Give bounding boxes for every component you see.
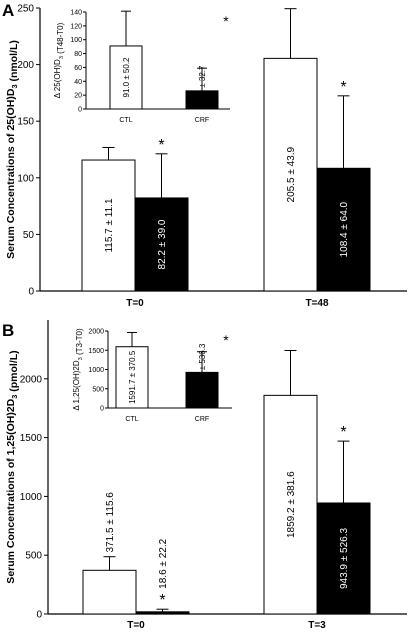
- main0-y-tick-label: 150: [17, 117, 34, 128]
- main0-y-tick-label: 100: [17, 173, 34, 184]
- main0-y-axis-label: Serum Concentrations of 25(OH)D3 (nmol/L…: [5, 40, 20, 259]
- inset1-y-tick-label: 0: [100, 406, 104, 413]
- main0-value-label: 108.4 ± 64.0: [339, 201, 350, 257]
- main1-x-category-label: T=0: [127, 620, 145, 631]
- inset0-value-label: 26.2 ± 32.7: [198, 65, 207, 106]
- inset1-significance-mark: *: [223, 332, 229, 348]
- inset0-y-tick-label: 140: [70, 10, 82, 17]
- main1-bar: [316, 502, 371, 615]
- main0-bar: [316, 167, 371, 292]
- main0-value-label: 115.7 ± 11.1: [104, 198, 115, 252]
- main1-bar: [263, 394, 318, 615]
- inset1-bar: [185, 371, 219, 409]
- inset1-y-tick-label: 1000: [88, 367, 104, 374]
- inset0-y-tick-label: 20: [74, 93, 82, 100]
- main1-y-tick-label: 2000: [20, 374, 43, 385]
- main0-y-tick-label: 200: [17, 60, 34, 71]
- inset0-y-tick-label: 100: [70, 37, 82, 44]
- main1-y-tick-label: 1500: [20, 433, 43, 444]
- panel-letter-b: B: [2, 321, 14, 340]
- inset1-bar: [115, 346, 149, 409]
- inset1-y-tick-label: 1500: [88, 348, 104, 355]
- main0-value-label: 205.5 ± 43.9: [286, 146, 297, 202]
- inset0-value-label: 91.0 ± 50.2: [122, 57, 131, 98]
- main1-value-label: 1859.2 ± 381.6: [286, 471, 297, 538]
- main1-y-tick-label: 500: [25, 551, 42, 562]
- inset1-x-category-label: CTL: [125, 416, 138, 423]
- main0-significance-mark: *: [158, 137, 164, 154]
- main1-value-label: 943.9 ± 526.3: [339, 528, 350, 590]
- inset1-y-axis-label: Δ 1,25(OH)2D3 (T3-T0): [72, 328, 84, 411]
- main0-x-category-label: T=0: [126, 298, 144, 309]
- main0-x-category-label: T=48: [305, 298, 329, 309]
- main1-x-category-label: T=3: [308, 620, 326, 631]
- main1-bar: [135, 611, 190, 615]
- inset0-y-tick-label: 60: [74, 65, 82, 72]
- panel-letter-a: A: [2, 1, 14, 20]
- inset0-bar: [109, 45, 143, 110]
- inset1-value-label: 925.2 ± 536.3: [198, 343, 207, 392]
- main1-significance-mark: *: [340, 424, 346, 441]
- main1-y-axis-label: Serum Concentrations of 1,25(OH)2D3 (pmo…: [5, 350, 20, 583]
- main1-y-tick-label: 0: [36, 610, 42, 621]
- main0-bar: [134, 197, 189, 292]
- inset0-y-tick-label: 0: [78, 107, 82, 114]
- main0-value-label: 82.2 ± 39.0: [157, 219, 168, 269]
- inset0-y-tick-label: 40: [74, 79, 82, 86]
- inset0-y-tick-label: 80: [74, 51, 82, 58]
- inset0-x-category-label: CRF: [195, 117, 209, 124]
- main1-value-label: 371.5 ± 115.6: [105, 492, 116, 553]
- inset0-y-tick-label: 120: [70, 23, 82, 30]
- inset0-x-category-label: CTL: [119, 117, 132, 124]
- inset0-significance-mark: *: [223, 13, 229, 29]
- inset1-x-category-label: CRF: [195, 416, 209, 423]
- main1-value-label: 18.6 ± 22.2: [158, 538, 169, 588]
- main0-bar: [263, 57, 318, 292]
- main1-bar: [82, 569, 137, 615]
- inset0-bar: [185, 90, 219, 110]
- main1-significance-mark: *: [159, 592, 165, 609]
- main0-y-tick-label: 250: [17, 4, 34, 15]
- inset1-value-label: 1591.7 ± 370.5: [128, 350, 137, 404]
- inset0-y-axis-label: Δ 25(OH)D3 (T48-T0): [53, 22, 65, 98]
- main1-y-tick-label: 1000: [20, 492, 43, 503]
- main0-y-tick-label: 50: [23, 230, 35, 241]
- inset1-y-tick-label: 2000: [88, 329, 104, 336]
- main0-y-tick-label: 0: [28, 287, 34, 298]
- main0-significance-mark: *: [340, 79, 346, 96]
- inset1-y-tick-label: 500: [92, 386, 104, 393]
